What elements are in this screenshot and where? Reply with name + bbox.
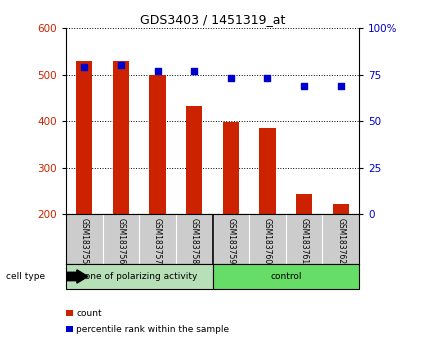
Bar	[113, 61, 129, 214]
Bar	[212, 264, 359, 289]
Text: GSM183759: GSM183759	[227, 218, 235, 264]
Text: control: control	[270, 272, 302, 281]
Point	[227, 76, 234, 81]
Text: cell type: cell type	[6, 272, 45, 281]
Bar	[186, 106, 202, 214]
Point	[191, 68, 198, 74]
Text: GSM183761: GSM183761	[300, 218, 309, 264]
Text: GSM183755: GSM183755	[80, 218, 89, 264]
Bar	[66, 264, 212, 289]
Point	[337, 83, 344, 89]
Text: percentile rank within the sample: percentile rank within the sample	[76, 325, 229, 334]
FancyArrow shape	[66, 270, 88, 283]
Text: GSM183760: GSM183760	[263, 218, 272, 264]
Title: GDS3403 / 1451319_at: GDS3403 / 1451319_at	[140, 13, 285, 26]
Point	[81, 64, 88, 70]
Text: GSM183756: GSM183756	[116, 218, 125, 264]
Bar	[149, 75, 166, 214]
Point	[154, 68, 161, 74]
Bar	[259, 128, 276, 214]
Text: count: count	[76, 309, 102, 318]
Text: GSM183757: GSM183757	[153, 218, 162, 264]
Bar	[76, 61, 93, 214]
Point	[117, 63, 124, 68]
Point	[301, 83, 308, 89]
Point	[264, 76, 271, 81]
Bar	[332, 204, 349, 214]
Text: zone of polarizing activity: zone of polarizing activity	[80, 272, 198, 281]
Text: GSM183762: GSM183762	[336, 218, 345, 264]
Bar	[296, 194, 312, 214]
Text: GSM183758: GSM183758	[190, 218, 198, 264]
Bar	[223, 122, 239, 214]
